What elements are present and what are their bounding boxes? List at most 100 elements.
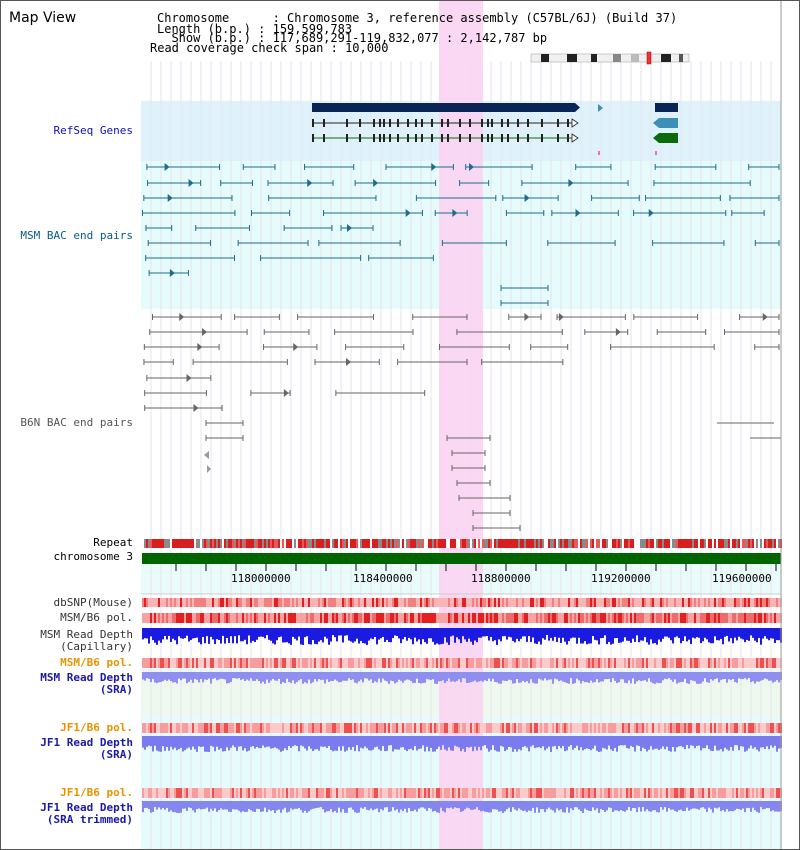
track-label-repeat[interactable]: Repeat [93, 536, 133, 549]
heat-cell [542, 658, 544, 668]
depth-bar [310, 628, 312, 645]
heat-cell [414, 723, 416, 733]
heat-cell [180, 598, 182, 607]
depth-bar [654, 736, 656, 749]
depth-bar [624, 801, 626, 812]
heat-cell [402, 788, 404, 798]
heat-cell [472, 723, 474, 733]
depth-bar [214, 672, 216, 679]
heat-cell [644, 788, 646, 798]
heat-cell [142, 788, 144, 798]
depth-bar [644, 628, 646, 638]
repeat-mark [310, 539, 312, 548]
depth-bar [636, 801, 638, 813]
depth-bar [268, 672, 270, 683]
depth-bar [604, 672, 606, 680]
heat-cell [332, 598, 334, 607]
heat-cell [228, 788, 230, 798]
heat-cell [184, 613, 186, 623]
heat-cell [506, 598, 508, 607]
heat-cell [212, 658, 214, 668]
heat-cell [212, 613, 214, 623]
depth-bar [750, 628, 752, 636]
heat-cell [594, 658, 596, 668]
depth-bar [738, 628, 740, 637]
track-label-msm-depth-sra[interactable]: MSM Read Depth [40, 671, 133, 684]
depth-bar [570, 628, 572, 639]
heat-cell [362, 613, 364, 623]
heat-cell [774, 723, 776, 733]
depth-bar [378, 801, 380, 813]
heat-cell [626, 658, 628, 668]
track-label-jf1-depth-2[interactable]: JF1 Read Depth [40, 801, 133, 814]
track-label-dbsnp[interactable]: dbSNP(Mouse) [53, 596, 133, 609]
track-label-refseq[interactable]: RefSeq Genes [53, 124, 133, 137]
heat-cell [296, 613, 298, 623]
heat-cell [550, 788, 552, 798]
gene-exon [373, 119, 375, 127]
depth-bar [624, 736, 626, 746]
depth-bar [672, 628, 674, 644]
heat-cell [574, 788, 576, 798]
track-label-b6n-bac[interactable]: B6N BAC end pairs [20, 416, 133, 429]
gene-exon [527, 134, 529, 142]
heat-cell [478, 613, 480, 623]
repeat-mark [736, 539, 738, 548]
heat-cell [630, 598, 632, 607]
heat-cell [662, 723, 664, 733]
depth-bar [686, 672, 688, 684]
heat-cell [186, 788, 188, 798]
heat-cell [572, 658, 574, 668]
track-label-msm-b6-pol-sra[interactable]: MSM/B6 pol. [60, 656, 133, 669]
heat-cell [342, 723, 344, 733]
depth-bar [464, 672, 466, 679]
depth-bar [260, 736, 262, 749]
track-label-chromosome[interactable]: chromosome 3 [53, 550, 133, 563]
depth-bar [506, 801, 508, 810]
repeat-mark [352, 539, 354, 548]
gene-exon [567, 119, 569, 127]
heat-cell [704, 723, 706, 733]
track-label-msm-bac[interactable]: MSM BAC end pairs [20, 229, 133, 242]
repeat-mark [316, 539, 318, 548]
heat-cell [592, 598, 594, 607]
depth-bar [474, 672, 476, 681]
track-label-msm-b6-pol[interactable]: MSM/B6 pol. [60, 611, 133, 624]
depth-bar [296, 736, 298, 746]
heat-cell [510, 788, 512, 798]
depth-bar [608, 736, 610, 746]
depth-bar [142, 672, 144, 680]
track-label-jf1-b6-pol-2[interactable]: JF1/B6 pol. [60, 786, 133, 799]
depth-bar [224, 736, 226, 752]
depth-bar [442, 801, 444, 811]
heat-cell [204, 613, 206, 623]
depth-bar [250, 801, 252, 811]
heat-cell [750, 658, 752, 668]
repeat-mark [452, 539, 454, 548]
repeat-mark [270, 539, 272, 548]
heat-cell [544, 613, 546, 623]
heat-cell [204, 658, 206, 668]
track-label-jf1-depth-1[interactable]: JF1 Read Depth [40, 736, 133, 749]
heat-cell [446, 613, 448, 623]
heat-cell [332, 723, 334, 733]
depth-bar [434, 672, 436, 684]
repeat-mark [198, 539, 200, 548]
heat-cell [658, 658, 660, 668]
heat-cell [494, 598, 496, 607]
depth-bar [182, 736, 184, 752]
heat-cell [400, 658, 402, 668]
heat-cell [772, 788, 774, 798]
repeat-mark [404, 539, 406, 548]
heat-cell [174, 723, 176, 733]
depth-bar [392, 672, 394, 682]
track-label-jf1-b6-pol-1[interactable]: JF1/B6 pol. [60, 721, 133, 734]
depth-bar [718, 672, 720, 683]
repeat-mark [308, 539, 310, 548]
track-label-msm-depth-cap[interactable]: MSM Read Depth [40, 628, 133, 641]
heat-cell [656, 723, 658, 733]
heat-cell [252, 788, 254, 798]
depth-bar [322, 736, 324, 747]
repeat-mark [370, 539, 372, 548]
